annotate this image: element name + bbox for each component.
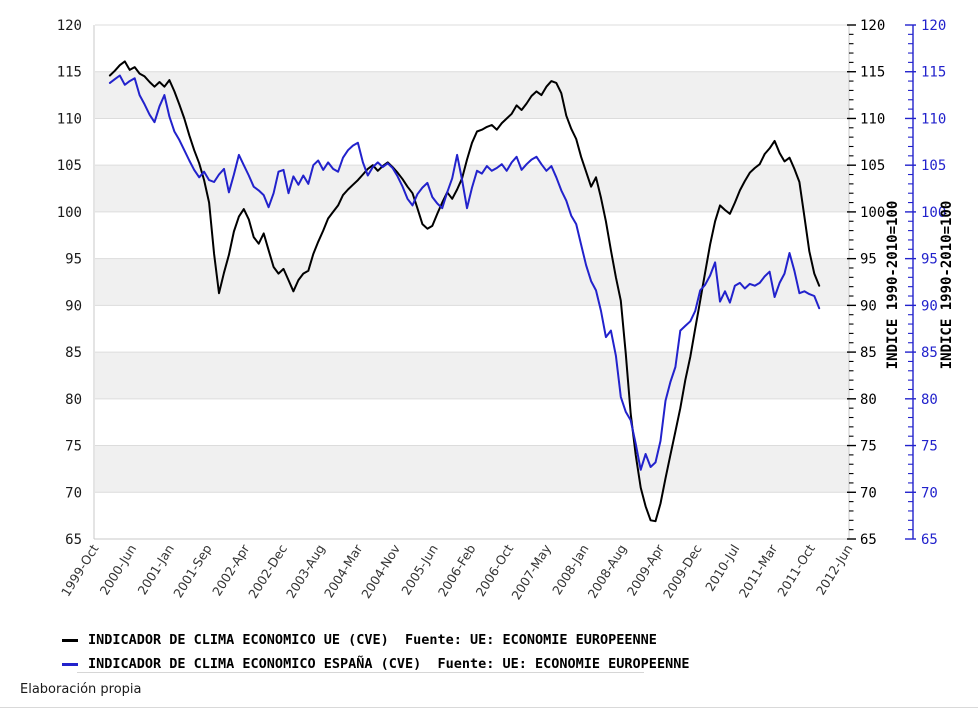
y-axis-right-blue-label: 95 xyxy=(921,252,938,268)
y-axis-right-blue-label: 75 xyxy=(921,439,938,455)
plot-band xyxy=(95,71,849,119)
y-axis-right-blue-label: 85 xyxy=(921,345,938,361)
x-axis-label: 2005-Jun xyxy=(398,542,441,598)
right-axis-black-title: INDICE 1990-2010=100 xyxy=(885,201,901,370)
y-axis-right-blue-label: 90 xyxy=(921,298,938,314)
y-axis-right-black-label: 85 xyxy=(860,345,877,361)
series-line-0 xyxy=(108,60,821,523)
economic-climate-chart: 65 70 75 80 85 90 95 100 105 110 115 120 65 70 75 80 85 9… xyxy=(57,18,955,602)
y-axis-right-black-label: 80 xyxy=(860,392,877,408)
y-axis-right-blue-label: 115 xyxy=(921,65,946,81)
y-axis-left-label: 70 xyxy=(65,485,82,501)
x-axis-label: 2009-Dec xyxy=(660,542,705,601)
plot-band xyxy=(95,445,849,493)
y-axis-right-black-label: 105 xyxy=(860,158,885,174)
chart-legend: INDICADOR DE CLIMA ECONOMICO UE (CVE) Fu… xyxy=(62,631,689,673)
legend-swatch-ue xyxy=(62,638,78,642)
plot-band xyxy=(95,258,849,306)
legend-label-ue: INDICADOR DE CLIMA ECONOMICO UE (CVE) Fu… xyxy=(88,632,657,648)
y-axis-right-blue-label: 65 xyxy=(921,532,938,548)
x-axis-label: 2010-Jul xyxy=(702,542,742,594)
x-axis-label: 2008-Aug xyxy=(585,542,630,601)
y-axis-right-blue-label: 80 xyxy=(921,392,938,408)
y-axis-left-label: 90 xyxy=(65,298,82,314)
y-axis-left-label: 120 xyxy=(57,18,82,34)
right-axis-blue-title: INDICE 1990-2010=100 xyxy=(939,201,955,370)
legend-item-ue: INDICADOR DE CLIMA ECONOMICO UE (CVE) Fu… xyxy=(62,631,689,649)
y-axis-left-label: 95 xyxy=(65,252,82,268)
x-axis-label: 2011-Oct xyxy=(774,542,818,599)
legend-swatch-espana xyxy=(62,662,78,666)
x-axis-label: 2008-Jan xyxy=(549,542,592,598)
y-axis-left-label: 65 xyxy=(65,532,82,548)
x-axis-label: 2012-Jun xyxy=(813,542,856,598)
y-axis-right-black-label: 115 xyxy=(860,65,885,81)
legend-item-espana: INDICADOR DE CLIMA ECONOMICO ESPAÑA (CVE… xyxy=(62,655,689,673)
y-axis-right-black-label: 100 xyxy=(860,205,885,221)
attribution-note: Elaboración propia xyxy=(20,682,142,697)
y-axis-right-blue-label: 105 xyxy=(921,158,946,174)
y-axis-left-label: 110 xyxy=(57,111,82,127)
y-axis-left-label: 75 xyxy=(65,439,82,455)
y-axis-right-blue-label: 110 xyxy=(921,111,946,127)
y-axis-left-label: 80 xyxy=(65,392,82,408)
y-axis-right-black-label: 75 xyxy=(860,439,877,455)
y-axis-left-label: 100 xyxy=(57,205,82,221)
y-axis-right-blue-label: 100 xyxy=(921,205,946,221)
chart-frame-bottom-line xyxy=(77,672,644,673)
y-axis-right-blue-label: 120 xyxy=(921,18,946,34)
y-axis-right-black-label: 120 xyxy=(860,18,885,34)
page-bottom-edge xyxy=(0,707,978,708)
y-axis-right-black-label: 70 xyxy=(860,485,877,501)
legend-label-espana: INDICADOR DE CLIMA ECONOMICO ESPAÑA (CVE… xyxy=(88,656,690,672)
x-axis-label: 2001-Sep xyxy=(170,542,214,601)
y-axis-right-black-label: 110 xyxy=(860,111,885,127)
series-line-1 xyxy=(108,74,821,471)
y-axis-left-label: 85 xyxy=(65,345,82,361)
y-axis-right-black-label: 65 xyxy=(860,532,877,548)
x-axis-label: 2000-Jun xyxy=(97,542,140,598)
y-axis-right-black-label: 95 xyxy=(860,252,877,268)
plot-band xyxy=(95,352,849,399)
x-axis-label: 2001-Jan xyxy=(134,542,177,598)
y-axis-left-label: 105 xyxy=(57,158,82,174)
x-axis-label: 1999-Oct xyxy=(58,542,102,599)
y-axis-right-blue-label: 70 xyxy=(921,485,938,501)
y-axis-right-black-label: 90 xyxy=(860,298,877,314)
y-axis-left-label: 115 xyxy=(57,65,82,81)
